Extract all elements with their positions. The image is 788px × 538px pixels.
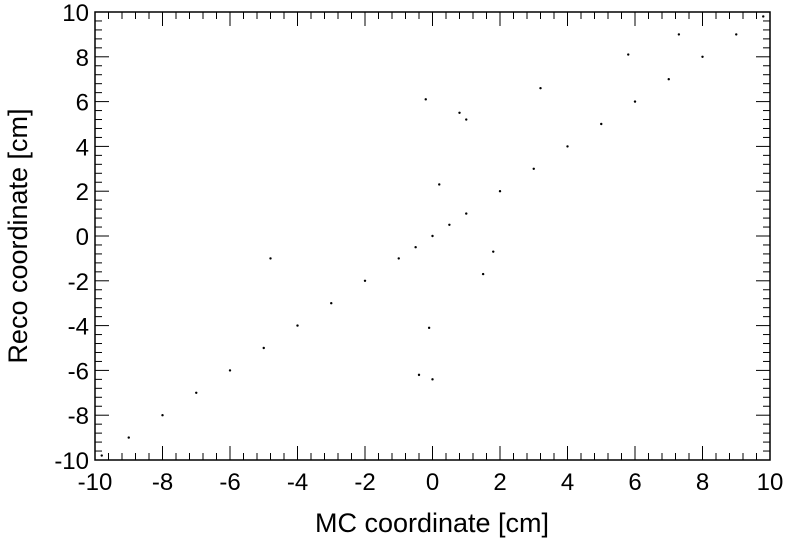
- y-tick-label: 0: [76, 224, 89, 251]
- data-point: [627, 53, 630, 56]
- x-tick-label: -2: [354, 469, 375, 496]
- data-point: [195, 391, 198, 394]
- y-axis-title: Reco coordinate [cm]: [3, 108, 33, 363]
- x-tick-label: -10: [78, 469, 113, 496]
- y-tick-label: 10: [62, 0, 89, 27]
- data-point: [431, 378, 434, 381]
- axis-ticks: [94, 11, 771, 461]
- data-point: [417, 373, 421, 377]
- y-tick-label: -4: [68, 314, 89, 341]
- x-tick-label: 6: [628, 469, 641, 496]
- data-point: [228, 369, 232, 372]
- data-point: [100, 454, 103, 457]
- data-point: [532, 167, 535, 170]
- data-point: [458, 111, 461, 115]
- data-point: [397, 257, 400, 260]
- data-point: [127, 436, 130, 439]
- data-point: [262, 346, 265, 350]
- data-point: [296, 324, 299, 327]
- x-axis-title: MC coordinate [cm]: [315, 508, 549, 538]
- data-point: [414, 246, 417, 249]
- x-tick-label: -6: [219, 469, 240, 496]
- data-point: [330, 302, 333, 305]
- data-point: [762, 15, 765, 18]
- y-tick-label: 6: [76, 90, 89, 117]
- data-point: [566, 145, 569, 148]
- data-point: [600, 122, 603, 126]
- tick-labels: -10 -8 -6 -4 -2 0 2 4 6 8 10 -10 -8 -6 -4 -2 0 2 4 6 8 10: [54, 0, 783, 496]
- data-point: [492, 250, 495, 253]
- y-tick-label: 2: [76, 179, 89, 206]
- y-tick-label: 4: [76, 134, 89, 161]
- y-tick-label: -2: [68, 269, 89, 296]
- x-tick-label: 8: [696, 469, 709, 496]
- data-point: [481, 272, 485, 276]
- data-point: [677, 33, 681, 36]
- y-tick-label: -10: [54, 448, 89, 475]
- data-point: [498, 190, 502, 193]
- data-point: [465, 118, 468, 121]
- data-point: [448, 223, 451, 226]
- data-point: [363, 279, 367, 282]
- x-tick-label: -4: [287, 469, 308, 496]
- data-points: [100, 15, 765, 457]
- data-point: [667, 78, 670, 81]
- data-point: [633, 100, 637, 103]
- data-point: [161, 414, 164, 417]
- x-tick-label: 10: [757, 469, 784, 496]
- data-point: [701, 55, 704, 58]
- data-point: [465, 212, 468, 215]
- data-point: [269, 257, 272, 260]
- data-point: [424, 98, 427, 101]
- x-tick-label: 4: [561, 469, 574, 496]
- x-tick-label: 2: [493, 469, 506, 496]
- y-tick-label: -6: [68, 358, 89, 385]
- y-tick-label: 8: [76, 45, 89, 72]
- data-point: [431, 234, 434, 238]
- data-point: [438, 183, 441, 186]
- data-point: [539, 86, 542, 90]
- x-tick-label: 0: [426, 469, 439, 496]
- x-tick-label: -8: [152, 469, 173, 496]
- data-point: [735, 33, 738, 36]
- data-point: [427, 326, 431, 330]
- y-tick-label: -8: [68, 403, 89, 430]
